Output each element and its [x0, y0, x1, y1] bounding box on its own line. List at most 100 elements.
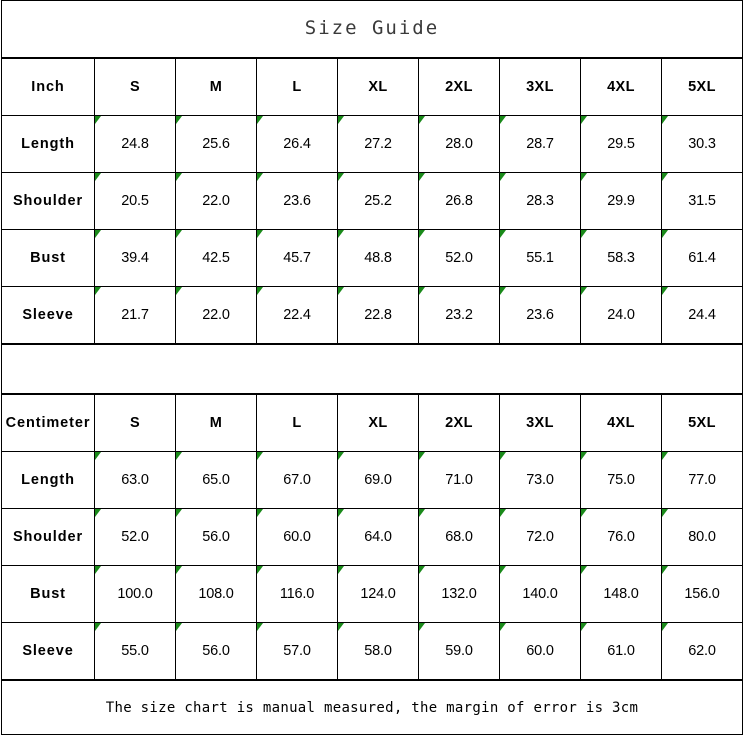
green-corner-tick: [581, 116, 587, 124]
measurement-value-cell: 65.0: [175, 451, 257, 509]
green-corner-tick: [662, 230, 668, 238]
measurement-value: 156.0: [684, 586, 720, 602]
size-header-cell-3xl: 3XL: [499, 394, 581, 452]
measurement-value-cell: 64.0: [337, 508, 419, 566]
measurement-value: 132.0: [441, 586, 477, 602]
green-corner-tick: [95, 566, 101, 574]
measurement-value: 75.0: [607, 472, 635, 488]
table-header-row: Inch S M L XL 2XL 3XL 4XL 5XL: [1, 58, 743, 116]
green-corner-tick: [95, 116, 101, 124]
green-corner-tick: [176, 230, 182, 238]
measurement-value-cell: 108.0: [175, 565, 257, 623]
green-corner-tick: [95, 452, 101, 460]
green-corner-tick: [95, 230, 101, 238]
size-header-label: M: [209, 79, 223, 95]
measurement-value: 62.0: [688, 643, 716, 659]
measurement-value-cell: 61.4: [661, 229, 743, 287]
measurement-value-cell: 29.5: [580, 115, 662, 173]
measurement-value-cell: 60.0: [256, 508, 338, 566]
size-header-label: 2XL: [445, 415, 473, 431]
measurement-value: 39.4: [121, 250, 149, 266]
measurement-value: 23.2: [445, 307, 473, 323]
measurement-value: 30.3: [688, 136, 716, 152]
title-table: Size Guide: [1, 0, 743, 58]
measurement-value-cell: 68.0: [418, 508, 500, 566]
measurement-value: 148.0: [603, 586, 639, 602]
measurement-value-cell: 56.0: [175, 622, 257, 680]
measurement-value-cell: 27.2: [337, 115, 419, 173]
measurement-label-cell: Shoulder: [1, 172, 95, 230]
green-corner-tick: [500, 116, 506, 124]
size-header-label: 4XL: [607, 79, 635, 95]
green-corner-tick: [257, 509, 263, 517]
measurement-value: 140.0: [522, 586, 558, 602]
size-header-label: S: [129, 415, 141, 431]
measurement-value-cell: 80.0: [661, 508, 743, 566]
green-corner-tick: [176, 566, 182, 574]
measurement-value: 56.0: [202, 529, 230, 545]
measurement-value: 52.0: [445, 250, 473, 266]
measurement-value-cell: 48.8: [337, 229, 419, 287]
measurement-value-cell: 25.6: [175, 115, 257, 173]
green-corner-tick: [257, 287, 263, 295]
measurement-value-cell: 23.2: [418, 286, 500, 344]
table-row: Shoulder 52.0 56.0 60.0 64.0 68.0 72.0 76.0 80.0: [1, 508, 743, 566]
measurement-value-cell: 57.0: [256, 622, 338, 680]
size-header-label: L: [292, 415, 302, 431]
size-header-cell-xl: XL: [337, 58, 419, 116]
size-header-cell-3xl: 3XL: [499, 58, 581, 116]
measurement-label-cell: Shoulder: [1, 508, 95, 566]
measurement-value: 25.6: [202, 136, 230, 152]
green-corner-tick: [176, 509, 182, 517]
measurement-value: 23.6: [283, 193, 311, 209]
table-row: Bust 100.0 108.0 116.0 124.0 132.0 140.0 148.0 1…: [1, 565, 743, 623]
green-corner-tick: [500, 623, 506, 631]
footer-table: The size chart is manual measured, the m…: [1, 680, 743, 735]
measurement-value: 76.0: [607, 529, 635, 545]
measurement-value: 73.0: [526, 472, 554, 488]
measurement-value-cell: 60.0: [499, 622, 581, 680]
measurement-value-cell: 31.5: [661, 172, 743, 230]
measurement-value: 52.0: [121, 529, 149, 545]
size-header-cell-l: L: [256, 394, 338, 452]
measurement-value: 80.0: [688, 529, 716, 545]
green-corner-tick: [176, 623, 182, 631]
green-corner-tick: [419, 173, 425, 181]
green-corner-tick: [581, 566, 587, 574]
measurement-value-cell: 26.4: [256, 115, 338, 173]
measurement-value: 20.5: [121, 193, 149, 209]
size-header-label: 5XL: [688, 79, 716, 95]
size-header-cell-s: S: [94, 394, 176, 452]
green-corner-tick: [419, 623, 425, 631]
green-corner-tick: [581, 230, 587, 238]
measurement-value-cell: 132.0: [418, 565, 500, 623]
measurement-label-cell: Sleeve: [1, 622, 95, 680]
page-title: Size Guide: [304, 17, 440, 39]
measurement-value-cell: 28.0: [418, 115, 500, 173]
green-corner-tick: [338, 230, 344, 238]
spacer-row: [1, 344, 743, 394]
measurement-value: 116.0: [279, 586, 315, 602]
table-row: Sleeve 21.7 22.0 22.4 22.8 23.2 23.6 24.0 24.4: [1, 286, 743, 344]
green-corner-tick: [338, 566, 344, 574]
green-corner-tick: [257, 116, 263, 124]
size-header-label: S: [129, 79, 141, 95]
green-corner-tick: [581, 173, 587, 181]
measurement-value-cell: 52.0: [418, 229, 500, 287]
green-corner-tick: [500, 509, 506, 517]
measurement-value: 60.0: [526, 643, 554, 659]
measurement-value-cell: 124.0: [337, 565, 419, 623]
measurement-value-cell: 26.8: [418, 172, 500, 230]
size-header-cell-4xl: 4XL: [580, 58, 662, 116]
size-header-cell-l: L: [256, 58, 338, 116]
measurement-value: 29.5: [607, 136, 635, 152]
measurement-value-cell: 30.3: [661, 115, 743, 173]
measurement-value: 27.2: [364, 136, 392, 152]
measurement-value: 48.8: [364, 250, 392, 266]
measurement-value-cell: 156.0: [661, 565, 743, 623]
green-corner-tick: [176, 287, 182, 295]
footer-row: The size chart is manual measured, the m…: [1, 680, 743, 735]
measurement-value-cell: 52.0: [94, 508, 176, 566]
table-row: Length 24.8 25.6 26.4 27.2 28.0 28.7 29.5 30.3: [1, 115, 743, 173]
